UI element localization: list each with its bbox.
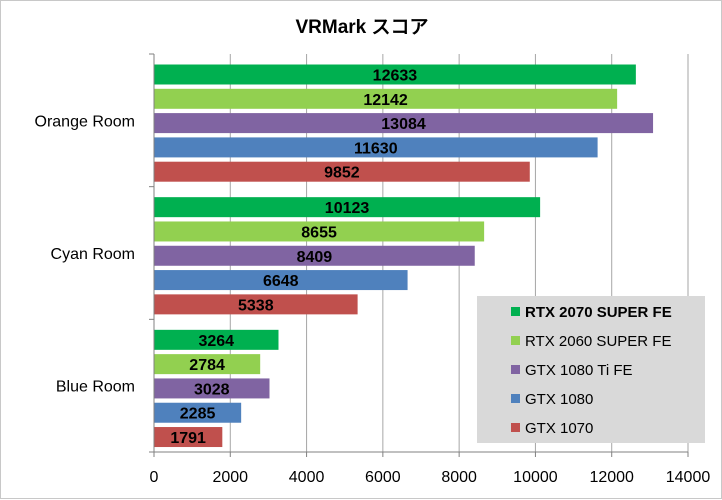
bar <box>154 270 408 291</box>
x-tick-label: 6000 <box>365 469 401 486</box>
legend-label: RTX 2070 SUPER FE <box>525 304 672 321</box>
bar <box>154 378 270 399</box>
bar <box>154 113 654 134</box>
chart-title: VRMark スコア <box>295 17 428 38</box>
bar <box>154 161 530 182</box>
bar <box>154 402 242 423</box>
data-label: 5338 <box>238 297 274 314</box>
data-label: 13084 <box>381 116 426 133</box>
x-tick-label: 14000 <box>666 469 711 486</box>
legend-swatch <box>511 336 520 345</box>
data-label: 6648 <box>263 273 299 290</box>
x-tick-label: 8000 <box>441 469 477 486</box>
data-label: 8655 <box>301 224 337 241</box>
x-tick-label: 4000 <box>289 469 325 486</box>
axes <box>149 53 689 457</box>
legend-swatch <box>511 394 520 403</box>
bar <box>154 221 485 242</box>
bar <box>154 329 279 350</box>
bar <box>154 64 636 85</box>
bar <box>154 88 618 109</box>
bar <box>154 197 541 218</box>
x-tick-label: 10000 <box>513 469 558 486</box>
bar <box>154 354 261 375</box>
legend: RTX 2070 SUPER FE RTX 2060 SUPER FE GTX 10… <box>477 296 705 443</box>
bar <box>154 294 358 315</box>
data-label: 12633 <box>373 68 418 85</box>
data-label: 1791 <box>170 430 206 447</box>
data-label: 10123 <box>325 200 370 217</box>
data-label: 11630 <box>354 140 398 157</box>
legend-label: RTX 2060 SUPER FE <box>525 333 671 350</box>
data-label: 3264 <box>198 333 234 350</box>
data-label: 12142 <box>363 92 408 109</box>
category-label: Orange Room <box>35 113 136 130</box>
bar <box>154 137 598 158</box>
legend-swatch <box>511 307 520 316</box>
category-label: Blue Room <box>56 379 135 396</box>
data-label: 3028 <box>194 381 230 398</box>
x-tick-labels: 0 2000 4000 6000 8000 10000 12000 14000 <box>150 469 711 486</box>
legend-label: GTX 1080 <box>525 391 593 408</box>
bar <box>154 245 475 266</box>
legend-swatch <box>511 423 520 432</box>
legend-label: GTX 1070 <box>525 420 593 437</box>
legend-label: GTX 1080 Ti FE <box>525 362 633 379</box>
bar <box>154 427 223 448</box>
data-label: 2784 <box>189 357 225 374</box>
x-tick-label: 12000 <box>589 469 634 486</box>
data-label: 2285 <box>180 406 216 423</box>
category-label: Cyan Room <box>51 246 135 263</box>
x-tick-label: 0 <box>150 469 159 486</box>
data-label: 8409 <box>297 249 333 266</box>
category-labels: Orange Room Cyan Room Blue Room <box>35 113 136 395</box>
data-label: 9852 <box>324 165 360 182</box>
bars: 12633 12142 13084 11630 9852 10123 8655 8409 664… <box>154 64 654 448</box>
x-tick-label: 2000 <box>212 469 248 486</box>
legend-swatch <box>511 365 520 374</box>
